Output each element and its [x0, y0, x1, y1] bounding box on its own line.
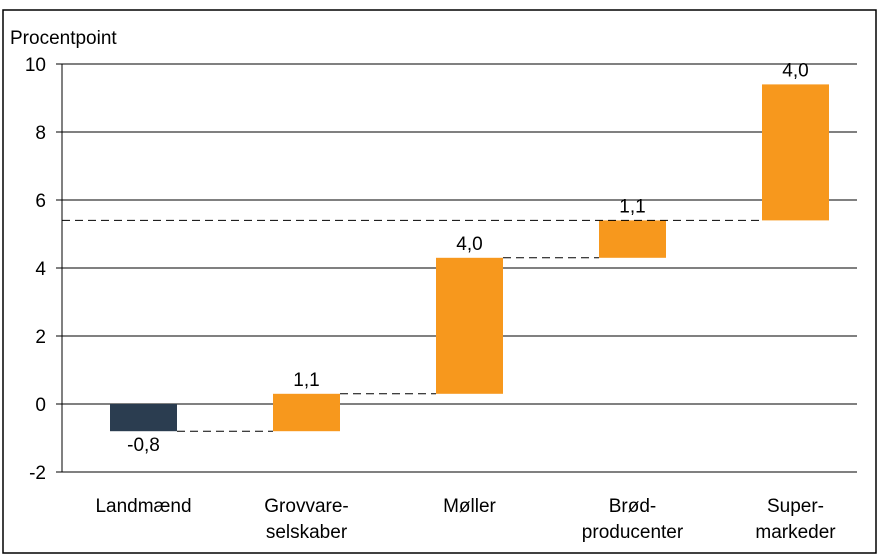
y-tick-label: 6: [35, 191, 46, 212]
x-tick-label-line: selskaber: [266, 522, 348, 543]
y-axis-label: Procentpoint: [10, 28, 117, 49]
x-tick-label-line: Brød-: [609, 496, 657, 517]
x-tick-label: Brød-producenter: [582, 496, 684, 543]
y-tick-label: 2: [35, 327, 46, 348]
x-tick-label: Møller: [443, 496, 496, 517]
data-label: -0,8: [127, 435, 160, 456]
bar: [110, 404, 177, 432]
x-tick-label-line: markeder: [755, 522, 836, 543]
data-label: 1,1: [619, 196, 645, 217]
bar: [273, 393, 340, 432]
x-tick-label-line: Super-: [767, 496, 824, 517]
x-tick-label: Landmænd: [95, 496, 191, 517]
x-tick-label-line: producenter: [582, 522, 684, 543]
x-tick-label-line: Grovvare-: [264, 496, 348, 517]
x-tick-label: Super-markeder: [755, 496, 836, 543]
y-tick-label: -2: [29, 463, 46, 484]
bar: [436, 257, 503, 394]
y-tick-label: 4: [35, 259, 46, 280]
y-tick-label: 10: [25, 55, 46, 76]
bar: [599, 220, 666, 258]
x-tick-label-line: Landmænd: [95, 496, 191, 517]
y-tick-label: 8: [35, 123, 46, 144]
chart-frame: [2, 9, 877, 554]
y-tick-label: 0: [35, 395, 46, 416]
x-tick-label: Grovvare-selskaber: [264, 496, 348, 543]
data-label: 4,0: [782, 60, 808, 81]
bar: [762, 84, 829, 221]
data-label: 4,0: [456, 234, 482, 255]
data-label: 1,1: [293, 370, 319, 391]
x-tick-label-line: Møller: [443, 496, 496, 517]
